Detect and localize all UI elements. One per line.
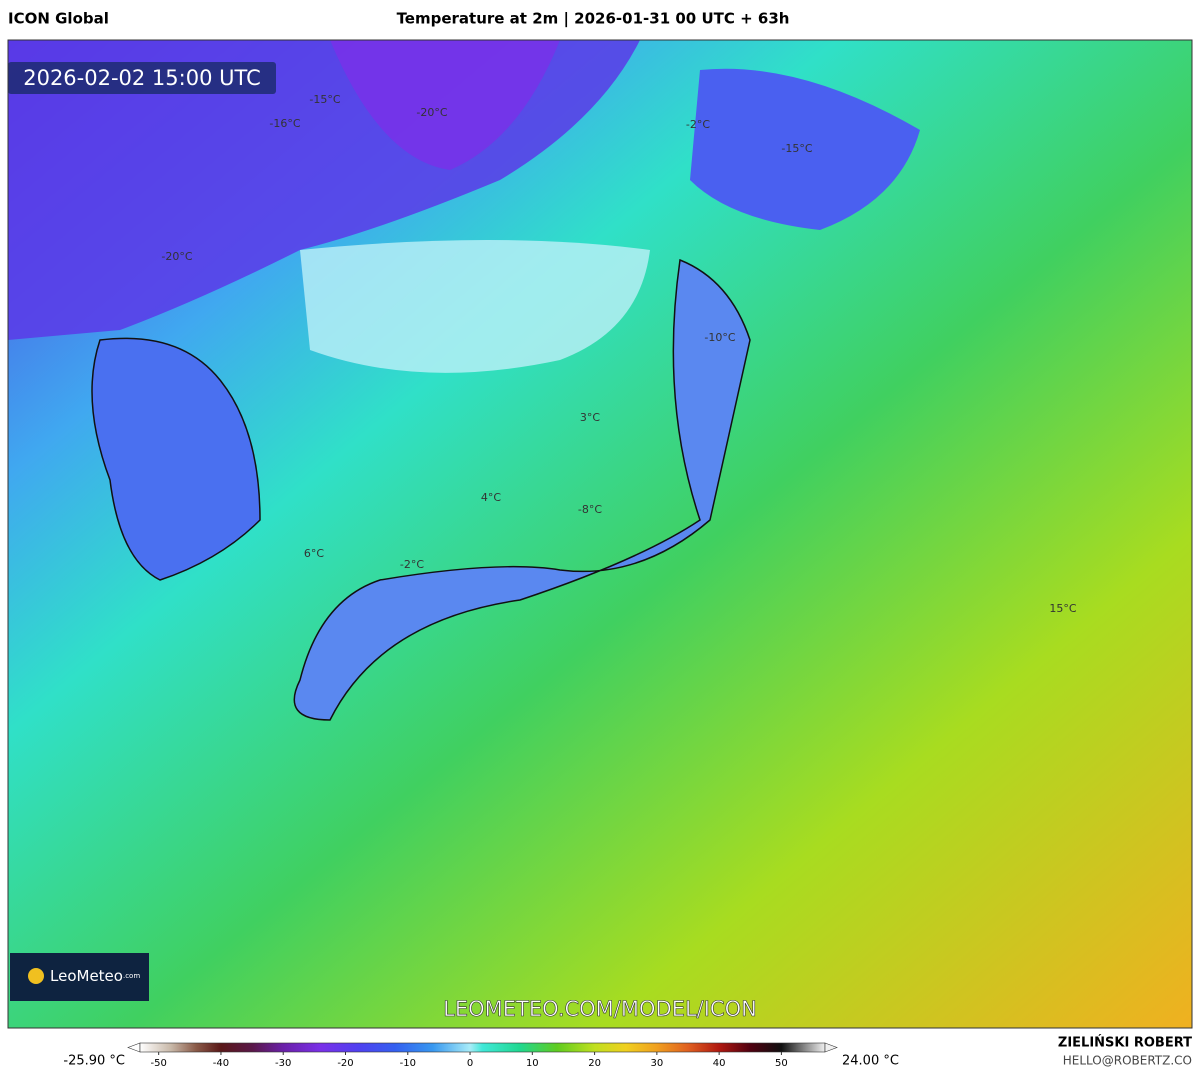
colorbar-high-end (824, 1042, 838, 1053)
colorbar-tick-label: 30 (650, 1058, 663, 1069)
contour-label: -2°C (400, 558, 424, 571)
contour-label: -8°C (578, 503, 602, 516)
colorbar-tick-label: -50 (151, 1058, 167, 1069)
contour-label: 15°C (1049, 602, 1076, 615)
logo-sun (28, 968, 44, 984)
map-frame (7, 39, 1193, 1029)
contour-label: -2°C (686, 118, 710, 131)
colorbar-tick-label: -10 (400, 1058, 416, 1069)
colorbar-tick-label: -30 (275, 1058, 291, 1069)
model-name: ICON Global (8, 10, 109, 28)
colorbar-low-end (127, 1042, 141, 1053)
colorbar-min: -25.90 °C (63, 1054, 125, 1069)
colorbar-max: 24.00 °C (842, 1054, 899, 1069)
hokkaido (690, 68, 920, 230)
contour-label: -15°C (781, 142, 812, 155)
colorbar-tick-label: 50 (775, 1058, 788, 1069)
contour-label: -20°C (416, 106, 447, 119)
valid-time: 2026-02-02 15:00 UTC (23, 66, 261, 90)
colorbar (139, 1042, 826, 1053)
author: ZIELIŃSKI ROBERT (1058, 1035, 1192, 1051)
map-title: Temperature at 2m | 2026-01-31 00 UTC + … (397, 10, 790, 29)
contour-label: 6°C (304, 547, 324, 560)
korea (91, 337, 261, 581)
colorbar-tick-label: 0 (467, 1058, 473, 1069)
contour-label: -10°C (704, 331, 735, 344)
honshu (293, 258, 751, 721)
map: 2026-02-02 15:00 UTC LeoMeteo.com LEOMET… (8, 40, 1192, 1028)
cold-core (330, 40, 560, 170)
colorbar-tick-label: -40 (213, 1058, 229, 1069)
colorbar-tick-label: 20 (588, 1058, 601, 1069)
contour-label: 4°C (481, 491, 501, 504)
logo: LeoMeteo.com (50, 967, 140, 985)
cold-sea (300, 240, 650, 373)
time-badge (8, 62, 276, 94)
contour-label: 3°C (580, 411, 600, 424)
contour-label: -15°C (309, 93, 340, 106)
colorbar-tick-label: 10 (526, 1058, 539, 1069)
watermark: LEOMETEO.COM/MODEL/ICON (443, 997, 757, 1021)
logo-name: LeoMeteo (50, 967, 123, 985)
colorbar-tick-label: 40 (713, 1058, 726, 1069)
colorbar-tick-label: -20 (337, 1058, 353, 1069)
contour-label: -20°C (161, 250, 192, 263)
email: HELLO@ROBERTZ.CO (1063, 1054, 1192, 1068)
logo-suffix: .com (123, 972, 140, 980)
contour-label: -16°C (269, 117, 300, 130)
